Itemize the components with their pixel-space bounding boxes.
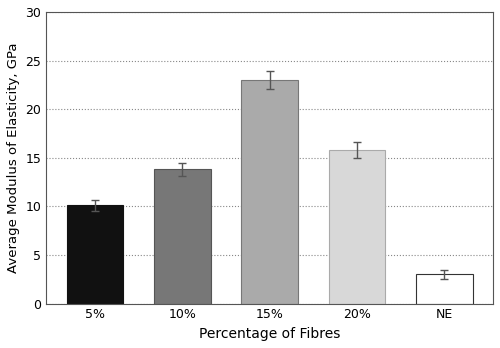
- Bar: [66, 205, 124, 304]
- Bar: [328, 150, 386, 304]
- Bar: [154, 169, 210, 304]
- Bar: [242, 80, 298, 304]
- Y-axis label: Average Modulus of Elasticity, GPa: Average Modulus of Elasticity, GPa: [7, 42, 20, 273]
- Bar: [416, 275, 472, 304]
- X-axis label: Percentage of Fibres: Percentage of Fibres: [199, 327, 340, 341]
